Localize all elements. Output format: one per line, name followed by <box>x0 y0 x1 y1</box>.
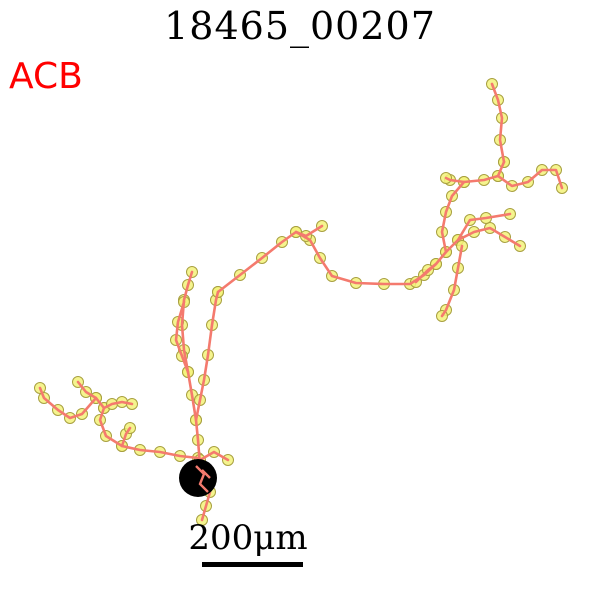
scale-bar <box>202 562 303 567</box>
dendrite-branch <box>198 450 230 462</box>
dendrite-branch <box>38 386 200 460</box>
axon-branch <box>216 226 522 294</box>
axon-branch <box>414 262 438 284</box>
dendrite-branch <box>180 270 202 467</box>
axon-branch <box>440 160 506 254</box>
dendrite-branch <box>102 400 134 410</box>
neuron-id-title: 18465_00207 <box>164 4 436 48</box>
dendrite-branch <box>174 300 190 374</box>
dendrite-branch <box>76 380 98 400</box>
soma <box>179 459 217 497</box>
axon-branch <box>444 176 466 184</box>
scale-bar-label: 200μm <box>188 518 308 558</box>
axon-branch <box>294 224 324 238</box>
axon-branch <box>490 82 506 164</box>
soma-neurite-overlay <box>195 465 211 493</box>
axon-branch <box>440 244 464 318</box>
dendrite-branch <box>120 426 132 448</box>
region-label: ACB <box>9 56 83 97</box>
axon-branch <box>496 168 564 190</box>
dendrite-branch <box>194 290 220 422</box>
axon-branch <box>456 212 512 242</box>
